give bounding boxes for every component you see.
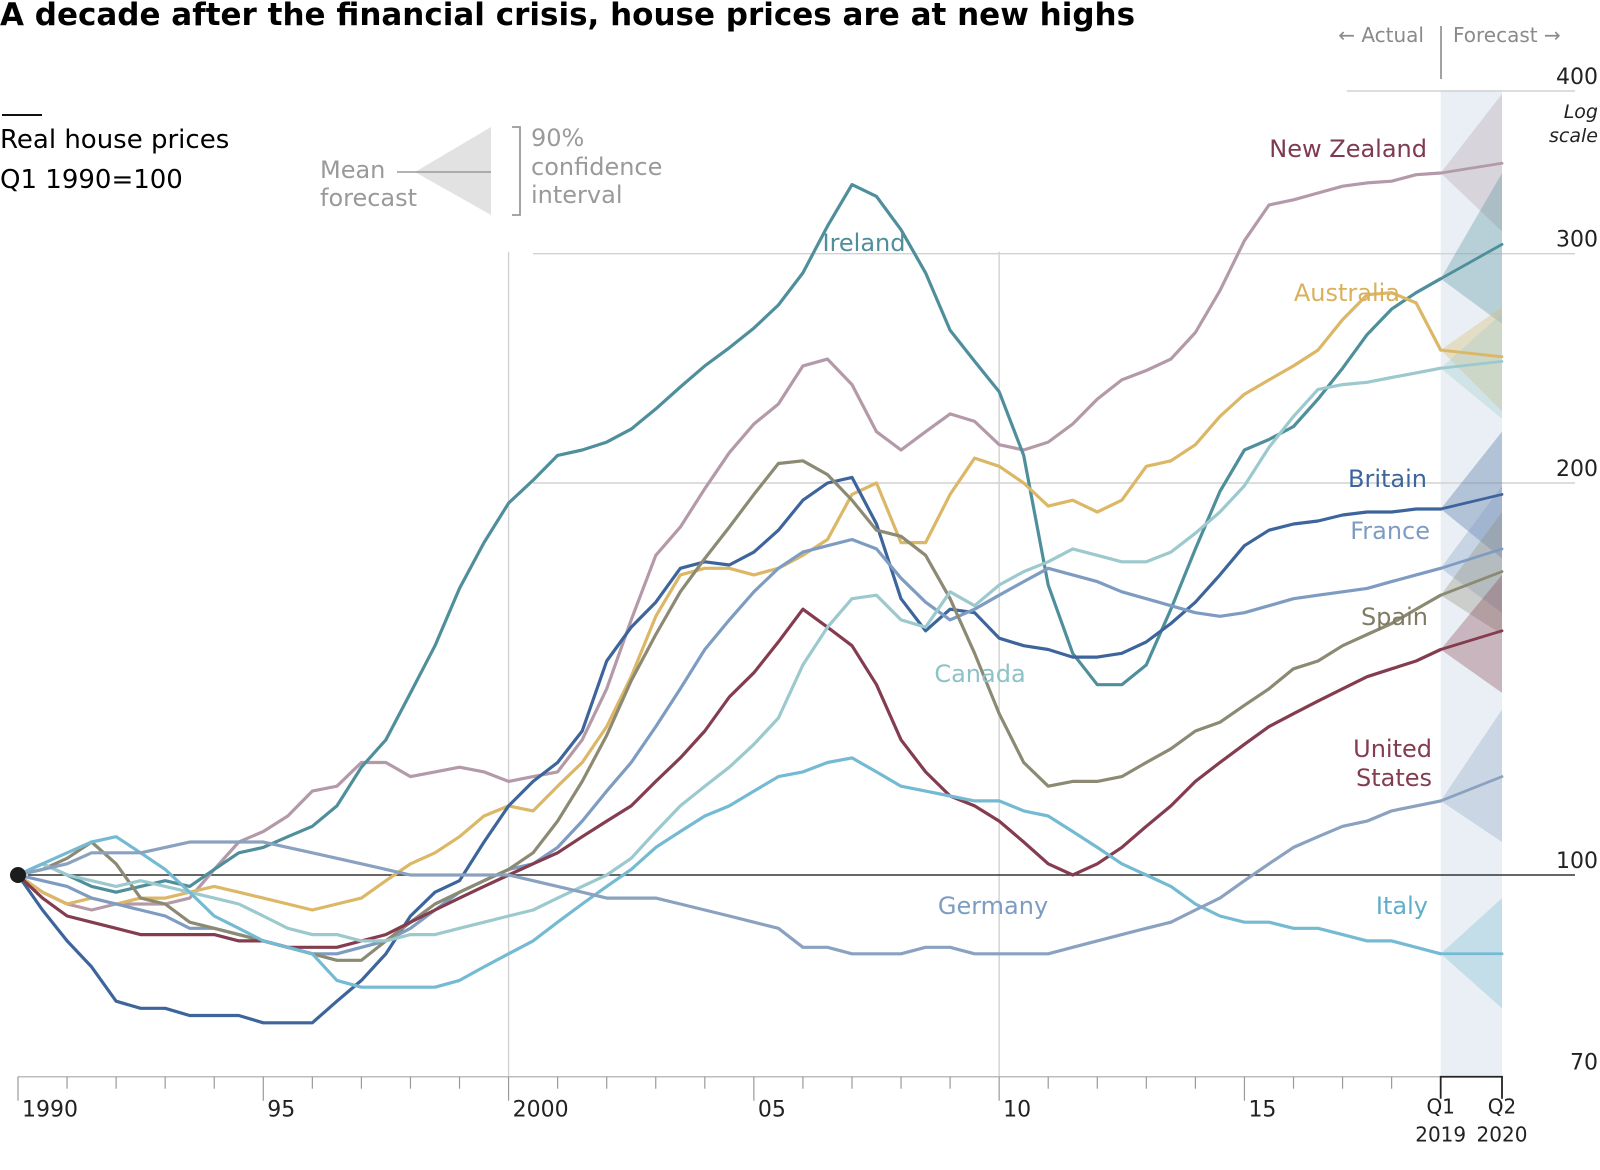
origin-marker	[10, 867, 26, 883]
log-scale-label-line2: scale	[1549, 125, 1598, 147]
legend-mean-line2: forecast	[320, 184, 417, 212]
forecast-mean-line	[1439, 359, 1504, 370]
log-scale-label-line1: Log	[1564, 101, 1598, 123]
x-tick-label: 1990	[22, 1098, 78, 1123]
period-header: ← Actual Forecast →	[1338, 23, 1561, 79]
gridlines: 70 100 200 300 400	[28, 65, 1598, 1077]
confidence-fans	[1440, 93, 1502, 1009]
series-line	[16, 799, 1443, 956]
series-label: United	[1353, 735, 1432, 763]
y-tick-label: 400	[1556, 65, 1598, 90]
forecast-mean-line	[1439, 493, 1504, 511]
forecast-tick-label-quarter: Q1	[1426, 1095, 1454, 1119]
ci-fan	[1440, 173, 1502, 324]
ci-fan	[1440, 485, 1502, 613]
ci-fan	[1440, 574, 1502, 693]
series-line	[16, 607, 1443, 949]
forecast-tick-label-year: 2020	[1477, 1123, 1528, 1147]
legend-ci-swatch	[415, 127, 491, 215]
series-line	[16, 171, 1443, 912]
chart-title: A decade after the financial crisis, hou…	[0, 0, 1135, 33]
series-label: Germany	[938, 892, 1048, 920]
forecast-mean-line	[1439, 348, 1504, 359]
forecast-tick-label-quarter: Q2	[1488, 1095, 1516, 1119]
series-line	[16, 183, 1443, 894]
forecast-tick-label-year: 2019	[1415, 1123, 1466, 1147]
ci-fan	[1440, 307, 1502, 412]
forecast-mean-line	[1439, 570, 1504, 597]
forecast-bracket	[1439, 1075, 1503, 1099]
series-label: Canada	[934, 660, 1025, 688]
series-lines	[10, 161, 1504, 1025]
series-label: France	[1350, 517, 1430, 545]
legend-ci-line1: 90%	[531, 124, 584, 152]
legend-ci-line2: confidence	[531, 153, 662, 181]
legend-ci-bracket	[512, 126, 521, 216]
series-label: Italy	[1376, 892, 1428, 920]
ci-fan	[1440, 93, 1502, 232]
y-tick-label: 100	[1556, 849, 1598, 874]
x-tick-label: 15	[1248, 1098, 1276, 1123]
ci-fan	[1440, 709, 1502, 843]
series-line	[16, 366, 1443, 943]
unit-label: Q1 1990=100	[0, 165, 183, 195]
series-label: Ireland	[822, 229, 905, 257]
series-label: Britain	[1348, 465, 1427, 493]
forecast-mean-line	[1439, 629, 1504, 651]
y-tick-label: 300	[1556, 228, 1598, 253]
forecast-mean-line	[1439, 547, 1504, 570]
legend: Mean forecast 90% confidence interval	[320, 124, 662, 216]
ci-fan	[1440, 431, 1502, 559]
axes: 1990 95 2000 05 10 15 Q1 2019 Q2 2020	[17, 1075, 1528, 1147]
series-line	[16, 475, 1443, 1025]
x-tick-label: 10	[1003, 1098, 1031, 1123]
chart-subtitle: Real house prices	[0, 125, 229, 155]
actual-label: ← Actual	[1338, 23, 1424, 47]
forecast-mean-line	[1439, 242, 1504, 281]
series-label: New Zealand	[1269, 135, 1427, 163]
x-tick-label: 95	[267, 1098, 295, 1123]
series-labels: New Zealand Ireland Australia Britain France…	[822, 135, 1432, 920]
legend-ci-line3: interval	[531, 181, 623, 209]
forecast-mean-line	[1439, 775, 1504, 803]
forecast-label: Forecast →	[1453, 23, 1561, 47]
series-label: Australia	[1294, 279, 1400, 307]
series-line	[16, 756, 1443, 989]
series-label: Spain	[1361, 603, 1428, 631]
x-tick-label: 05	[758, 1098, 786, 1123]
forecast-mean-line	[1439, 161, 1504, 175]
series-line	[16, 291, 1443, 912]
ci-fan	[1440, 512, 1502, 635]
y-tick-label: 70	[1570, 1051, 1598, 1076]
legend-mean-line1: Mean	[320, 156, 385, 184]
y-tick-label: 200	[1556, 457, 1598, 482]
series-label: States	[1356, 764, 1432, 792]
x-tick-label: 2000	[513, 1098, 569, 1123]
series-line	[16, 459, 1443, 962]
